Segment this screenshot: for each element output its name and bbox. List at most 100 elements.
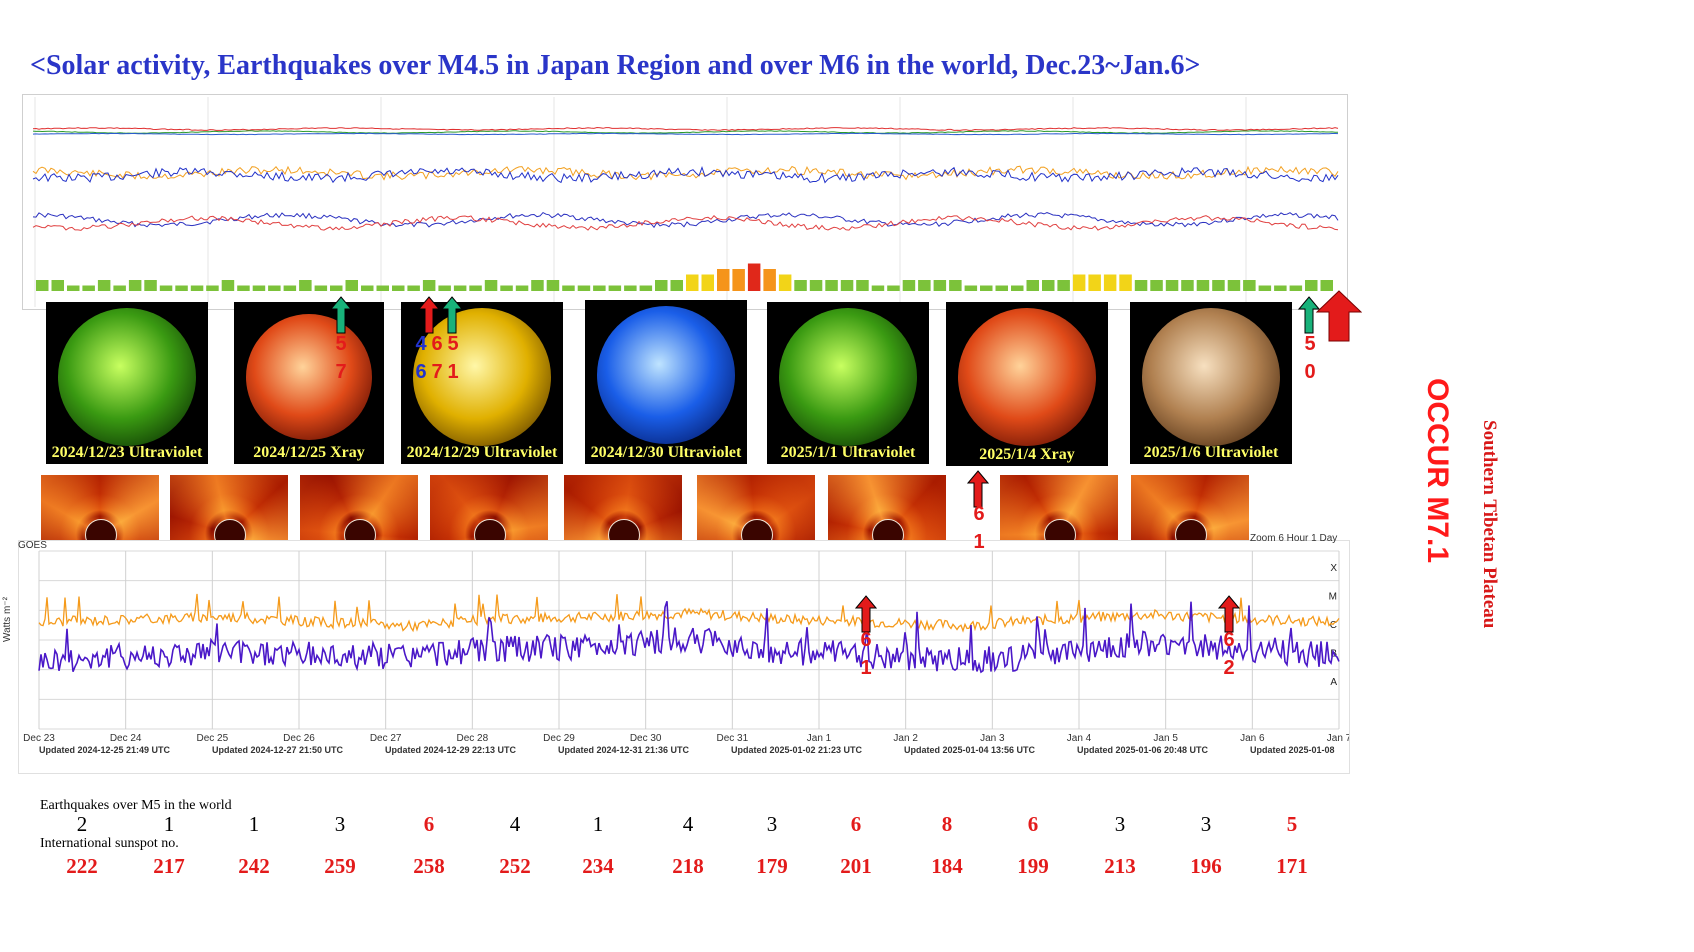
kp-bar bbox=[190, 285, 204, 291]
magnitude-decimal: 1 bbox=[447, 361, 459, 383]
solar-image-caption: 2024/12/29 Ultraviolet bbox=[406, 444, 558, 461]
kp-bar bbox=[546, 280, 560, 291]
kp-bar bbox=[1289, 285, 1303, 291]
x-tick-label: Dec 28 bbox=[456, 733, 488, 744]
kp-bar bbox=[1150, 280, 1163, 291]
goes-plot: Dec 23 Dec 24 Dec 25 Dec 26 Dec 27 Dec 28 Dec … bbox=[23, 550, 1349, 755]
magnitude-decimal: 1 bbox=[860, 657, 872, 679]
kp-bar bbox=[887, 285, 900, 291]
solar-image-caption: 2025/1/4 Xray bbox=[979, 446, 1075, 463]
sunspot-number: 234 bbox=[582, 854, 614, 878]
kp-bar bbox=[36, 280, 49, 291]
kp-bar bbox=[1320, 280, 1333, 291]
magnitude-decimal: 7 bbox=[335, 361, 347, 383]
kp-bar bbox=[67, 285, 80, 291]
sunspot-number: 184 bbox=[931, 854, 963, 878]
kp-bar bbox=[113, 285, 126, 291]
earthquake-count: 6 bbox=[1027, 812, 1039, 836]
earthquake-count: 8 bbox=[941, 812, 953, 836]
sun-disc bbox=[1142, 307, 1280, 446]
goes-flux-line bbox=[38, 593, 1340, 633]
kp-bar bbox=[825, 280, 838, 291]
sun-disc bbox=[413, 307, 551, 446]
kp-bar bbox=[747, 263, 761, 291]
page-title: <Solar activity, Earthquakes over M4.5 i… bbox=[30, 50, 1201, 81]
kp-bar bbox=[330, 285, 343, 291]
occur-place: Southern Tibetan Plateau bbox=[1479, 420, 1500, 629]
kp-bar bbox=[1212, 280, 1225, 291]
kp-bar bbox=[515, 285, 529, 291]
solar-image-caption: 2024/12/23 Ultraviolet bbox=[51, 444, 203, 461]
flare-class-label: M bbox=[1329, 592, 1337, 603]
up-arrow-icon bbox=[418, 296, 440, 334]
magnitude-decimal: 1 bbox=[973, 531, 985, 553]
sunspot-number: 201 bbox=[840, 854, 872, 878]
solar-image: 2024/12/23 Ultraviolet bbox=[46, 302, 208, 464]
kp-bar bbox=[1088, 274, 1101, 291]
kp-bar bbox=[1181, 280, 1194, 291]
earthquake-count: 3 bbox=[334, 812, 346, 836]
solar-image: 2024/12/25 Xray bbox=[234, 302, 384, 464]
up-arrow-icon bbox=[330, 296, 352, 334]
kp-bar bbox=[500, 285, 513, 291]
kp-bar bbox=[144, 280, 157, 291]
updated-label: Updated 2024-12-25 21:49 UTC bbox=[39, 745, 171, 755]
magnitude-digit: 6 bbox=[431, 333, 443, 355]
magnitude-decimal: 6 bbox=[415, 361, 427, 383]
kp-bar bbox=[902, 280, 916, 291]
magnitude-digit: 6 bbox=[860, 629, 872, 651]
solar-image-caption: 2025/1/6 Ultraviolet bbox=[1143, 444, 1279, 461]
kp-bar bbox=[1258, 285, 1272, 291]
solar-image: 2025/1/4 Xray bbox=[946, 302, 1108, 466]
kp-bar bbox=[484, 280, 498, 291]
sunspot-number: 242 bbox=[238, 854, 270, 878]
x-tick-label: Dec 26 bbox=[283, 733, 315, 744]
kp-bar bbox=[175, 285, 188, 291]
goes-xray-chart: Dec 23 Dec 24 Dec 25 Dec 26 Dec 27 Dec 28 Dec … bbox=[18, 540, 1350, 774]
earthquake-count: 1 bbox=[592, 812, 604, 836]
magnitude-decimal: 2 bbox=[1223, 657, 1235, 679]
proton-flux-line bbox=[32, 132, 1339, 136]
up-arrow-icon bbox=[967, 470, 989, 508]
arrow-shape bbox=[1298, 296, 1320, 334]
kp-bar bbox=[1274, 285, 1287, 291]
x-tick-label: Dec 24 bbox=[110, 733, 142, 744]
kp-bar bbox=[438, 285, 451, 291]
x-tick-label: Jan 4 bbox=[1067, 733, 1092, 744]
kp-bar bbox=[624, 285, 637, 291]
kp-bar bbox=[422, 280, 436, 291]
arrow-shape bbox=[1316, 290, 1362, 342]
earthquake-count: 3 bbox=[766, 812, 778, 836]
x-tick-label: Dec 31 bbox=[716, 733, 748, 744]
kp-bar bbox=[392, 285, 405, 291]
sunspot-number: 222 bbox=[66, 854, 98, 878]
earthquake-count: 3 bbox=[1200, 812, 1212, 836]
kp-bar bbox=[1227, 280, 1241, 291]
earthquake-row-label: Earthquakes over M5 in the world bbox=[40, 798, 232, 813]
kp-bar bbox=[949, 280, 962, 291]
kp-bar bbox=[608, 285, 622, 291]
earthquake-count: 1 bbox=[248, 812, 260, 836]
magnitude-digit: 6 bbox=[1223, 629, 1235, 651]
magnitude-digit: 5 bbox=[1304, 333, 1316, 355]
x-tick-label: Dec 27 bbox=[370, 733, 402, 744]
arrow-shape bbox=[1218, 595, 1240, 633]
magnitude-decimal: 7 bbox=[431, 361, 443, 383]
zoom-label: Zoom 6 Hour 1 Day bbox=[1250, 533, 1338, 544]
updated-label: Updated 2025-01-04 13:56 UTC bbox=[904, 745, 1036, 755]
up-arrow-icon bbox=[1298, 296, 1320, 334]
kp-bar bbox=[221, 280, 235, 291]
kp-bar bbox=[1243, 280, 1256, 291]
kp-bar bbox=[1305, 280, 1318, 291]
up-arrow-icon bbox=[1218, 595, 1240, 633]
sunspot-number: 259 bbox=[324, 854, 356, 878]
kp-bar bbox=[97, 280, 111, 291]
kp-bar bbox=[128, 280, 142, 291]
kp-bar bbox=[809, 280, 823, 291]
kp-bar bbox=[376, 285, 389, 291]
kp-bar bbox=[856, 280, 869, 291]
arrow-shape bbox=[967, 470, 989, 508]
